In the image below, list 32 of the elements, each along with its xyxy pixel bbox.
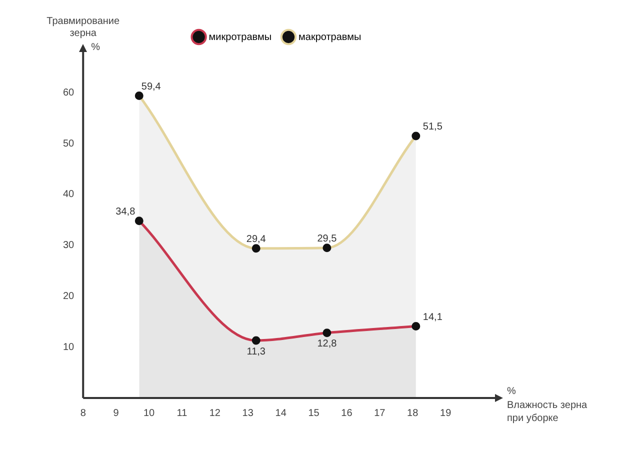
x-tick-label: 12 <box>209 408 221 419</box>
x-tick-label: 17 <box>374 408 386 419</box>
y-tick-label: 30 <box>63 240 75 252</box>
data-label: 34,8 <box>116 206 136 218</box>
x-tick-label: 9 <box>113 408 120 419</box>
x-tick-label: 14 <box>275 408 287 419</box>
x-tick-label: 13 <box>242 408 254 419</box>
data-label: 12,8 <box>317 338 338 350</box>
y-tick-label: 50 <box>63 138 75 150</box>
x-axis-title: Влажность зерна при уборке <box>507 400 588 424</box>
x-tick-label: 10 <box>143 408 156 419</box>
x-tick-label: 18 <box>407 408 419 419</box>
x-tick-label: 16 <box>341 408 353 419</box>
data-label: 11,3 <box>246 346 266 358</box>
data-label: 29,5 <box>317 234 338 245</box>
y-tick-label: 40 <box>63 189 75 200</box>
text: % <box>507 386 516 397</box>
x-tick-label: 19 <box>440 408 452 419</box>
y-tick-label: 20 <box>63 290 75 302</box>
y-tick-label: 60 <box>63 87 75 98</box>
data-label: 51,5 <box>422 122 443 133</box>
data-label: 14,1 <box>422 312 443 324</box>
data-label: 59,4 <box>141 82 162 93</box>
legend-label: микротравмы <box>208 32 272 43</box>
y-axis-title: Травмирование зерна <box>46 16 120 39</box>
y-tick-label: 10 <box>63 342 75 353</box>
x-tick-label: 11 <box>176 408 188 419</box>
annotation: % <box>91 42 100 53</box>
x-tick-label: 15 <box>308 408 320 419</box>
x-tick-label: 8 <box>80 408 86 419</box>
legend-label: макротравмы <box>298 32 362 43</box>
data-label: 29,4 <box>246 234 266 246</box>
